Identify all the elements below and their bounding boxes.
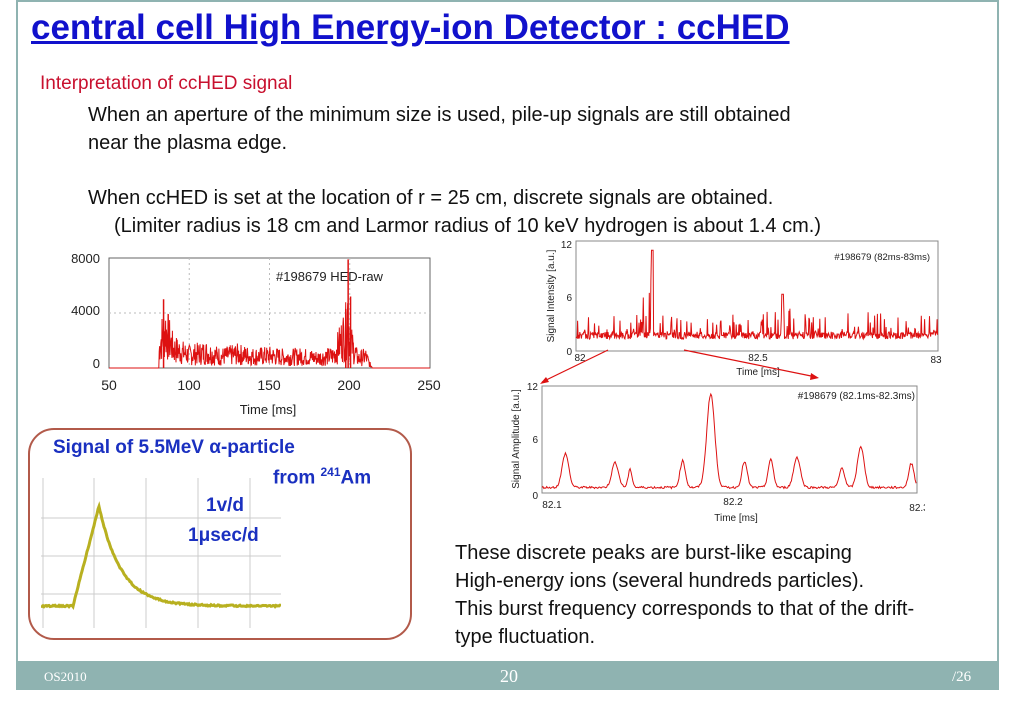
- alpha-symbol: α: [209, 437, 221, 458]
- amplitude-label: #198679 (82.1ms-82.3ms): [798, 391, 915, 402]
- oscilloscope-trace: [41, 478, 281, 628]
- intensity-xtick-83: 83: [930, 355, 942, 366]
- amplitude-ytick-12: 12: [527, 382, 539, 393]
- frame-right-line: [997, 0, 999, 690]
- intensity-chart: #198679 (82ms-83ms) 12 6 0 82 82.5 83 Ti…: [546, 240, 942, 378]
- conclusion-line-2: High-energy ions (several hundreds parti…: [455, 570, 865, 592]
- scope-time-suffix: sec/d: [210, 525, 259, 546]
- zoom-arrow-left: [541, 349, 609, 383]
- hed-raw-spikes: [162, 259, 352, 368]
- paragraph-1-line-1: When an aperture of the minimum size is …: [88, 104, 791, 126]
- alpha-from-text: from: [273, 467, 321, 489]
- footer-conference: OS2010: [44, 669, 87, 684]
- intensity-xlabel: Time [ms]: [736, 367, 780, 378]
- paragraph-1-line-2: near the plasma edge.: [88, 132, 288, 154]
- intensity-ytick-0: 0: [566, 347, 572, 358]
- alpha-title-prefix: Signal of 5.5MeV: [53, 437, 210, 458]
- amplitude-ylabel: Signal Amplitude [a.u.]: [511, 389, 522, 489]
- hed-raw-xtick-250: 250: [417, 377, 441, 393]
- page-total: /26: [952, 669, 972, 685]
- isotope-mass-number: 241: [320, 465, 341, 479]
- zoom-arrows: [540, 349, 819, 384]
- oscilloscope-grid: [41, 478, 281, 628]
- scope-voltage-scale: 1v/d: [206, 495, 245, 516]
- isotope-symbol: Am: [340, 467, 372, 489]
- page-number: 20: [500, 666, 518, 686]
- hed-raw-xtick-100: 100: [177, 377, 201, 393]
- zoom-arrowhead-left: [540, 377, 549, 384]
- intensity-xtick-82-5: 82.5: [748, 353, 768, 364]
- scope-time-scale: 1μsec/d: [188, 525, 259, 547]
- conclusion-line-4: type fluctuation.: [455, 626, 596, 648]
- intensity-ytick-12: 12: [561, 240, 573, 251]
- hed-raw-chart: #198679 HED-raw 8000 4000 0 50 100 150 2…: [71, 251, 441, 417]
- amplitude-plot-frame: [541, 385, 918, 494]
- hed-raw-xtick-50: 50: [101, 377, 117, 393]
- zoom-arrow-right: [683, 349, 817, 378]
- amplitude-xtick-82-3: 82.3: [909, 503, 925, 514]
- amplitude-xtick-82-2: 82.2: [723, 497, 743, 508]
- hed-raw-ytick-0: 0: [93, 356, 100, 371]
- zoom-arrowhead-right: [810, 373, 819, 380]
- alpha-pulse-trace: [41, 501, 281, 610]
- hed-raw-xtick-150: 150: [257, 377, 281, 393]
- intensity-xtick-82: 82: [574, 353, 586, 364]
- intensity-trace: [575, 249, 939, 341]
- scope-time-prefix: 1: [188, 525, 199, 546]
- alpha-source: from 241Am: [273, 465, 371, 489]
- amplitude-ytick-0: 0: [532, 491, 538, 502]
- hed-raw-label: #198679 HED-raw: [276, 269, 384, 284]
- intensity-label: #198679 (82ms-83ms): [834, 252, 930, 263]
- slide-subtitle: Interpretation of ccHED signal: [40, 73, 293, 94]
- amplitude-xtick-82-1: 82.1: [542, 500, 562, 511]
- slide-title: central cell High Energy-ion Detector : …: [31, 8, 790, 47]
- intensity-plot-frame: [575, 240, 939, 352]
- hed-raw-xlabel: Time [ms]: [240, 402, 297, 417]
- alpha-title-suffix: -particle: [220, 437, 295, 458]
- amplitude-chart: #198679 (82.1ms-82.3ms) 12 6 0 82.1 82.2…: [511, 382, 925, 524]
- footer-bar: [16, 661, 999, 690]
- alpha-box-title: Signal of 5.5MeV α-particle: [53, 437, 295, 459]
- conclusion-line-1: These discrete peaks are burst-like esca…: [455, 542, 852, 564]
- hed-raw-trace: [109, 302, 430, 369]
- intensity-ylabel: Signal Intensity [a.u.]: [546, 249, 557, 342]
- hed-raw-xtick-200: 200: [337, 377, 361, 393]
- intensity-ytick-6: 6: [566, 293, 572, 304]
- hed-raw-ytick-4000: 4000: [71, 303, 100, 318]
- hed-raw-ytick-8000: 8000: [71, 251, 100, 266]
- frame-left-line: [16, 0, 18, 690]
- paragraph-2-line-2: (Limiter radius is 18 cm and Larmor radi…: [114, 215, 821, 237]
- conclusion-line-3: This burst frequency corresponds to that…: [455, 598, 915, 620]
- amplitude-xlabel: Time [ms]: [714, 513, 758, 524]
- oscilloscope-screen: [41, 478, 281, 628]
- amplitude-trace: [541, 392, 917, 490]
- mu-symbol: μ: [198, 525, 211, 546]
- paragraph-2-line-1: When ccHED is set at the location of r =…: [88, 187, 774, 209]
- amplitude-ytick-6: 6: [532, 435, 538, 446]
- frame-top-line: [16, 0, 999, 2]
